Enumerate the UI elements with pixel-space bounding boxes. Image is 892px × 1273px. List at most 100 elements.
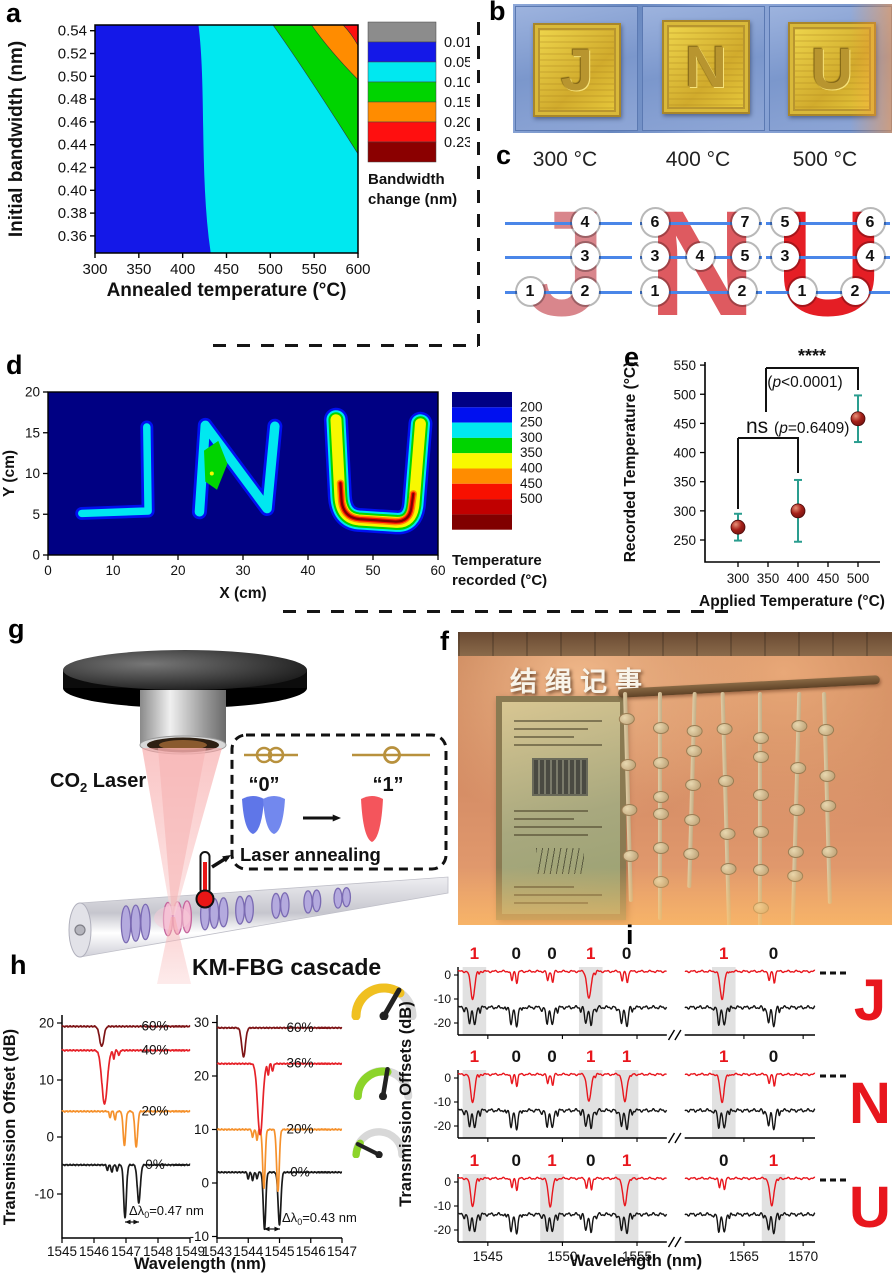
svg-text:20: 20 [25, 385, 40, 400]
power-gauge-high-icon [344, 976, 424, 1021]
poster-text-line [514, 810, 588, 812]
svg-text:0: 0 [444, 1175, 451, 1189]
svg-text:0: 0 [511, 1151, 520, 1170]
svg-text:-10: -10 [434, 1199, 452, 1213]
fbg-level-line [640, 291, 762, 294]
fbg-marker-1: 1 [788, 277, 816, 305]
svg-text:1548: 1548 [143, 1244, 173, 1259]
panel-c-label: c [496, 140, 512, 170]
svg-text:J: J [854, 968, 886, 1033]
svg-text:1544: 1544 [233, 1244, 264, 1259]
power-gauge-low-icon [343, 1122, 415, 1159]
panel-a-contour-plot: 300 350 400 450 500 550 600 0.54 0.52 0.50 0.48 0.4… [6, 21, 470, 301]
rope-knot [685, 744, 703, 757]
svg-text:N: N [849, 1071, 891, 1136]
svg-text:0: 0 [44, 563, 52, 578]
svg-text:10: 10 [105, 563, 120, 578]
fbg-level-line [766, 256, 890, 259]
svg-text:0.05: 0.05 [444, 55, 470, 71]
divider-row1 [213, 344, 478, 347]
panel-f-label: f [440, 626, 449, 656]
panel-f-photo: 结绳记事 [458, 632, 892, 925]
rope-knot [753, 731, 769, 744]
svg-text:0: 0 [32, 548, 40, 563]
fbg-level-line [505, 222, 632, 225]
rope-knot [684, 813, 701, 827]
svg-text:0.10: 0.10 [444, 75, 470, 91]
svg-text:300: 300 [727, 571, 750, 586]
rope-knot [753, 788, 769, 801]
fbg-marker-4: 4 [571, 208, 599, 236]
svg-text:1: 1 [719, 1047, 728, 1066]
fbg-marker-1: 1 [641, 277, 669, 305]
svg-text:250: 250 [673, 533, 696, 548]
svg-text:1: 1 [470, 944, 479, 963]
svg-text:30: 30 [235, 563, 250, 578]
fbg-level-line [766, 291, 890, 294]
svg-text:0: 0 [46, 1130, 54, 1145]
poster-text-line [514, 834, 588, 836]
svg-text:Wavelength (nm): Wavelength (nm) [134, 1255, 266, 1273]
svg-text:1: 1 [470, 1047, 479, 1066]
svg-text:500: 500 [520, 491, 543, 506]
svg-text:ns (p=0.6409): ns (p=0.6409) [746, 415, 849, 438]
svg-text:450: 450 [214, 261, 239, 278]
rope-knot [653, 790, 669, 803]
svg-text:1: 1 [719, 944, 728, 963]
svg-text:0.54: 0.54 [58, 23, 87, 40]
svg-text:1550: 1550 [547, 1249, 577, 1264]
fbg-level-line [505, 291, 632, 294]
rope-knot [788, 803, 806, 817]
rope-knot [791, 719, 808, 733]
svg-text:550: 550 [673, 358, 696, 373]
rope-knot [753, 826, 769, 839]
svg-text:350: 350 [757, 571, 780, 586]
svg-text:recorded (°C): recorded (°C) [452, 572, 547, 589]
fbg-marker-4: 4 [856, 242, 884, 270]
fbg-marker-6: 6 [641, 208, 669, 236]
svg-text:1546: 1546 [79, 1244, 109, 1259]
fbg-marker-6: 6 [856, 208, 884, 236]
photo-glare [850, 4, 892, 133]
svg-text:0: 0 [622, 944, 631, 963]
fbg-marker-7: 7 [731, 208, 759, 236]
svg-text:10: 10 [39, 1073, 54, 1088]
panel-e-scatter-plot: 250 300 350 400 450 500 550 300 350 400 450 500 Appl… [622, 346, 885, 610]
svg-text:-20: -20 [434, 1223, 452, 1237]
svg-text:1565: 1565 [729, 1249, 759, 1264]
co2-laser-label: CO2 Laser [50, 770, 147, 795]
svg-text:0: 0 [769, 1047, 778, 1066]
svg-text:500: 500 [258, 261, 283, 278]
svg-text:400: 400 [673, 446, 696, 461]
svg-text:450: 450 [520, 476, 543, 491]
divider-row2 [283, 610, 735, 613]
svg-text:0.42: 0.42 [58, 160, 87, 177]
svg-text:-20: -20 [434, 1016, 452, 1030]
rope-knot [653, 842, 669, 855]
svg-text:0.50: 0.50 [58, 68, 87, 85]
svg-text:0.52: 0.52 [58, 46, 87, 63]
svg-text:0: 0 [769, 944, 778, 963]
svg-text:Δλ0=0.43 nm: Δλ0=0.43 nm [282, 1210, 357, 1227]
rope-knot [619, 758, 637, 771]
svg-text:0.20: 0.20 [444, 115, 470, 131]
svg-text:20: 20 [194, 1069, 209, 1084]
svg-text:1543: 1543 [202, 1244, 232, 1259]
svg-text:Wavelength (nm): Wavelength (nm) [570, 1252, 702, 1270]
rope-knot [787, 845, 805, 859]
svg-text:20: 20 [39, 1016, 54, 1031]
svg-text:1: 1 [547, 1151, 556, 1170]
temp-400: 400 °C [665, 148, 731, 171]
svg-text:300: 300 [673, 504, 696, 519]
svg-text:500: 500 [673, 387, 696, 402]
fbg-marker-1: 1 [516, 277, 544, 305]
svg-text:0.23: 0.23 [444, 135, 470, 151]
svg-text:1: 1 [769, 1151, 778, 1170]
panel-i-barcode-spectra: 0 -10 -20 1 0 0 1 0 1 0 J 0 -10 -20 1 0 0 1 1 1 0 N 0 -10 -20 154… [398, 944, 891, 1270]
svg-text:1: 1 [470, 1151, 479, 1170]
ceiling [458, 632, 892, 656]
poster-image [532, 758, 588, 796]
fbg-marker-4: 4 [686, 242, 714, 270]
rope-knot [719, 827, 736, 841]
